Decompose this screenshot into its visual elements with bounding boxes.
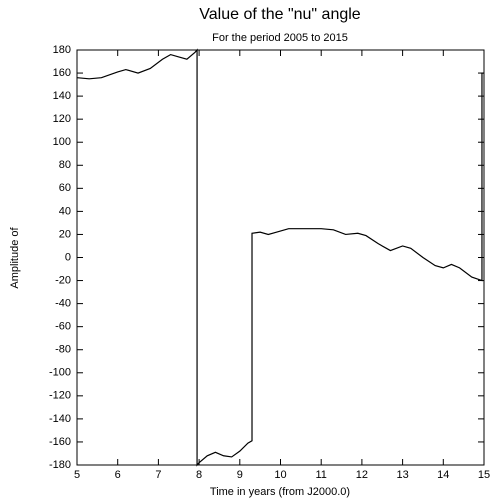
x-tick-label: 12 bbox=[356, 469, 368, 481]
chart-subtitle: For the period 2005 to 2015 bbox=[212, 32, 348, 44]
x-tick-label: 10 bbox=[274, 469, 286, 481]
y-tick-label: -20 bbox=[55, 274, 71, 286]
data-line bbox=[76, 48, 484, 467]
y-tick-label: -120 bbox=[49, 390, 71, 402]
y-tick-label: -160 bbox=[49, 436, 71, 448]
y-tick-label: -40 bbox=[55, 298, 71, 310]
y-tick-label: -140 bbox=[49, 413, 71, 425]
y-tick-label: 40 bbox=[59, 205, 71, 217]
y-tick-label: 140 bbox=[53, 90, 71, 102]
y-tick-label: 120 bbox=[53, 113, 71, 125]
y-tick-label: 180 bbox=[53, 44, 71, 56]
y-tick-label: 100 bbox=[53, 136, 71, 148]
x-tick-label: 13 bbox=[396, 469, 408, 481]
y-tick-label: -180 bbox=[49, 459, 71, 471]
x-tick-label: 6 bbox=[115, 469, 121, 481]
y-axis-label: Amplitude of bbox=[9, 226, 21, 288]
y-tick-label: 20 bbox=[59, 228, 71, 240]
x-tick-label: 15 bbox=[478, 469, 490, 481]
y-tick-label: 160 bbox=[53, 67, 71, 79]
chart-title: Value of the "nu" angle bbox=[199, 6, 361, 23]
y-tick-label: -80 bbox=[55, 344, 71, 356]
x-tick-label: 5 bbox=[74, 469, 80, 481]
y-tick-label: 80 bbox=[59, 159, 71, 171]
y-tick-label: -100 bbox=[49, 367, 71, 379]
x-tick-label: 8 bbox=[196, 469, 202, 481]
x-tick-label: 7 bbox=[155, 469, 161, 481]
x-tick-label: 14 bbox=[437, 469, 449, 481]
y-tick-label: 0 bbox=[65, 251, 71, 263]
y-tick-label: -60 bbox=[55, 321, 71, 333]
x-tick-label: 11 bbox=[315, 469, 326, 481]
y-tick-label: 60 bbox=[59, 182, 71, 194]
x-axis-label: Time in years (from J2000.0) bbox=[210, 486, 350, 498]
x-tick-label: 9 bbox=[237, 469, 243, 481]
